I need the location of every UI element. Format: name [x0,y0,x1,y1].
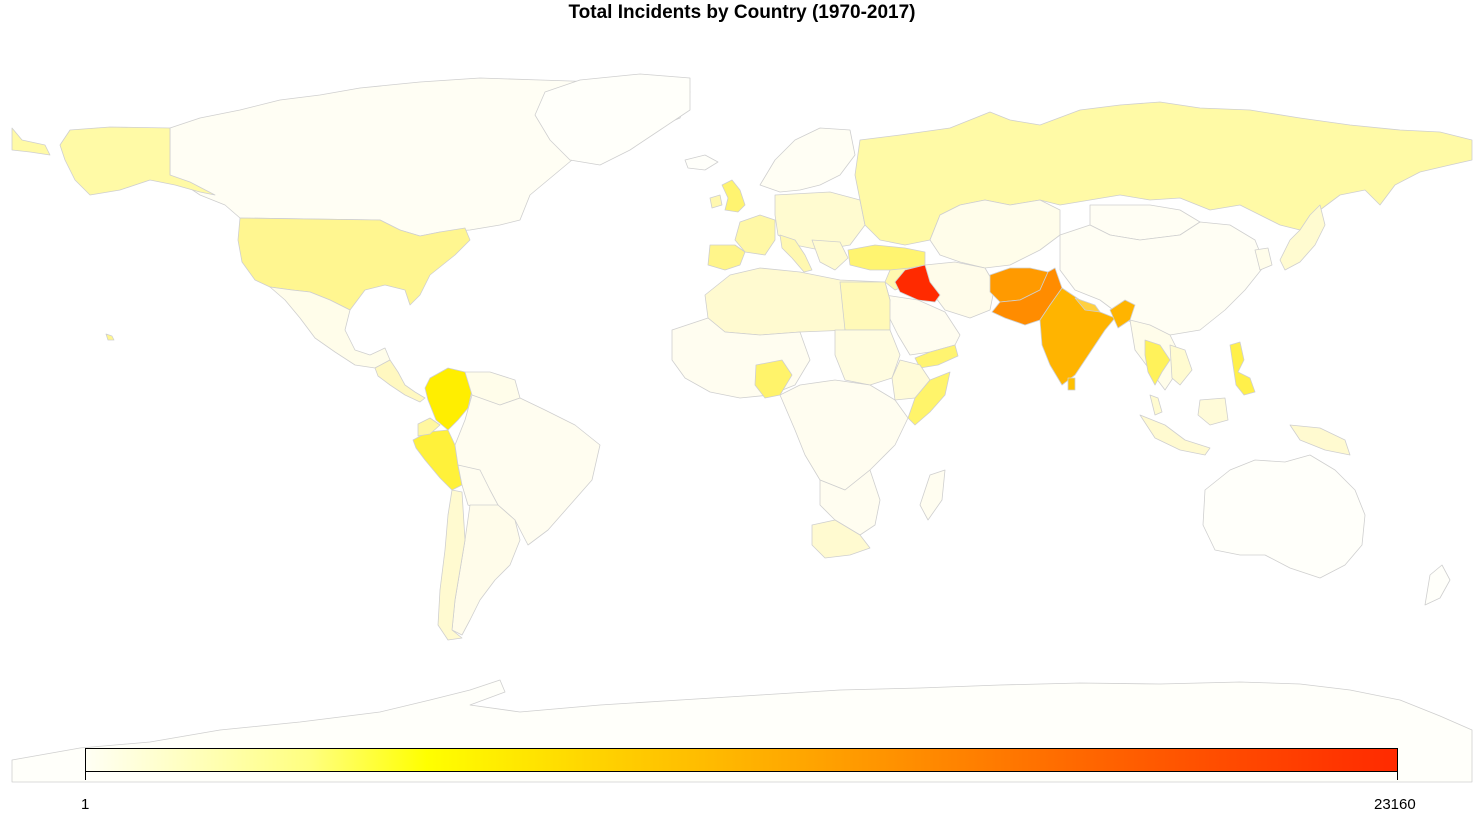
united-states [237,217,471,311]
philippines [1229,341,1256,396]
malaysia-peninsula [1149,394,1163,416]
greenland [534,73,691,166]
balkans [811,239,849,271]
peru [412,429,463,491]
hawaii [105,333,115,341]
new-guinea [1289,424,1351,456]
sri-lanka [1067,377,1076,391]
iceland [684,154,719,171]
chart-title: Total Incidents by Country (1970-2017) [568,2,916,23]
northeast-india-bangladesh [1109,299,1136,329]
central-america [374,359,426,403]
united-kingdom [721,179,746,213]
colombia [424,367,473,431]
borneo [1197,397,1229,426]
indonesia [1139,414,1211,456]
color-gradient [86,749,1397,771]
mexico [269,286,391,369]
southern-africa [819,469,881,536]
somalia [907,371,951,426]
south-africa [811,519,871,559]
korea [1254,247,1273,271]
central-africa [779,379,909,491]
madagascar [919,469,946,521]
sudan [834,329,901,386]
legend-max-label: 23160 [1374,796,1416,813]
color-scale-legend [85,748,1398,772]
alaska-west-tip [11,127,51,156]
legend-min-tick [85,772,86,780]
italy [779,234,813,273]
ecuador [417,417,441,437]
chile [437,489,466,641]
turkey [847,244,926,271]
vietnam-cambodia [1169,344,1193,386]
legend-min-label: 1 [81,796,90,813]
alaska [59,126,216,196]
france [734,214,776,256]
brazil [454,394,601,546]
australia [1202,454,1366,579]
scandinavia [759,127,856,193]
egypt [839,281,891,331]
spain [707,244,746,271]
new-zealand [1424,564,1451,606]
thailand [1144,339,1171,386]
central-asia [929,199,1061,269]
ireland [709,194,723,209]
iraq [894,264,941,303]
china [1059,221,1266,336]
legend-max-tick [1397,772,1398,780]
nepal [1074,297,1101,313]
japan [1279,204,1326,271]
india [1039,287,1116,386]
